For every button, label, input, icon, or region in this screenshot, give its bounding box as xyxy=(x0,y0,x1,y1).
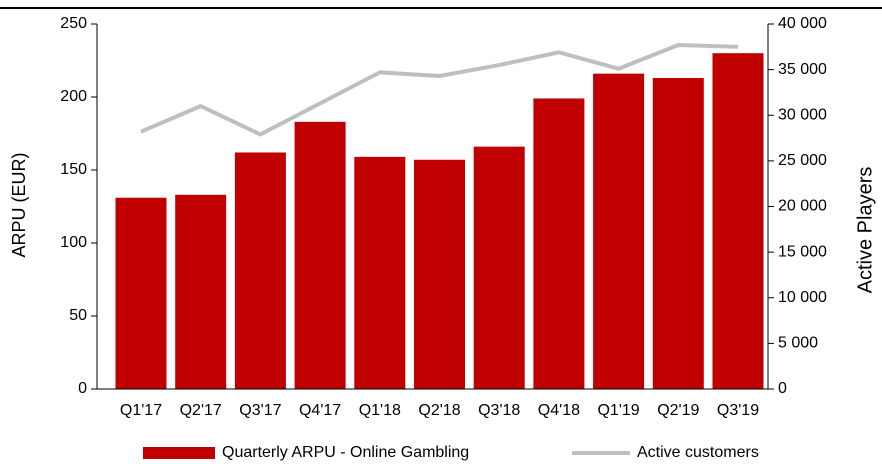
y-tick-label: 150 xyxy=(60,161,87,178)
y-tick-label: 200 xyxy=(60,88,87,105)
x-tick-label: Q1'17 xyxy=(120,402,162,419)
y2-tick-label: 10 000 xyxy=(778,289,827,306)
x-tick-label: Q2'18 xyxy=(418,402,460,419)
x-tick-label: Q1'19 xyxy=(597,402,639,419)
bar xyxy=(115,197,167,389)
y-tick-label: 100 xyxy=(60,234,87,251)
bar xyxy=(294,121,346,389)
y2-tick-label: 35 000 xyxy=(778,61,827,78)
bar xyxy=(414,159,465,389)
x-tick-label: Q3'18 xyxy=(478,402,520,419)
x-tick-label: Q2'17 xyxy=(180,402,222,419)
y2-tick-label: 25 000 xyxy=(778,152,827,169)
x-tick-label: Q3'19 xyxy=(717,402,759,419)
line xyxy=(140,42,739,137)
y2-tick-label: 5 000 xyxy=(778,335,818,352)
x-tick-label: Q2'19 xyxy=(657,402,699,419)
legend-label: Quarterly ARPU - Online Gambling xyxy=(222,444,469,461)
bar xyxy=(652,78,704,390)
bar xyxy=(593,73,645,389)
y2-tick-label: 40 000 xyxy=(778,15,827,32)
x-tick-label: Q1'18 xyxy=(359,402,401,419)
bar xyxy=(234,152,286,389)
y2-tick-label: 0 xyxy=(778,380,787,397)
y-axis-label: ARPU (EUR) xyxy=(9,152,29,257)
y2-tick-label: 20 000 xyxy=(778,198,827,215)
y-tick-label: 0 xyxy=(78,380,87,397)
bar xyxy=(533,98,585,390)
x-tick-label: Q4'17 xyxy=(299,402,341,419)
y2-tick-label: 30 000 xyxy=(778,106,827,123)
legend-swatch xyxy=(143,447,215,459)
y2-tick-label: 15 000 xyxy=(778,243,827,260)
x-tick-label: Q4'18 xyxy=(538,402,580,419)
y-tick-label: 50 xyxy=(69,307,87,324)
bar xyxy=(354,156,406,389)
y2-axis-label: Active Players xyxy=(854,167,876,294)
bar xyxy=(473,146,525,389)
y-tick-label: 250 xyxy=(60,15,87,32)
x-tick-label: Q3'17 xyxy=(239,402,281,419)
legend-label: Active customers xyxy=(637,444,759,461)
bar xyxy=(712,53,764,389)
bar xyxy=(175,194,227,389)
